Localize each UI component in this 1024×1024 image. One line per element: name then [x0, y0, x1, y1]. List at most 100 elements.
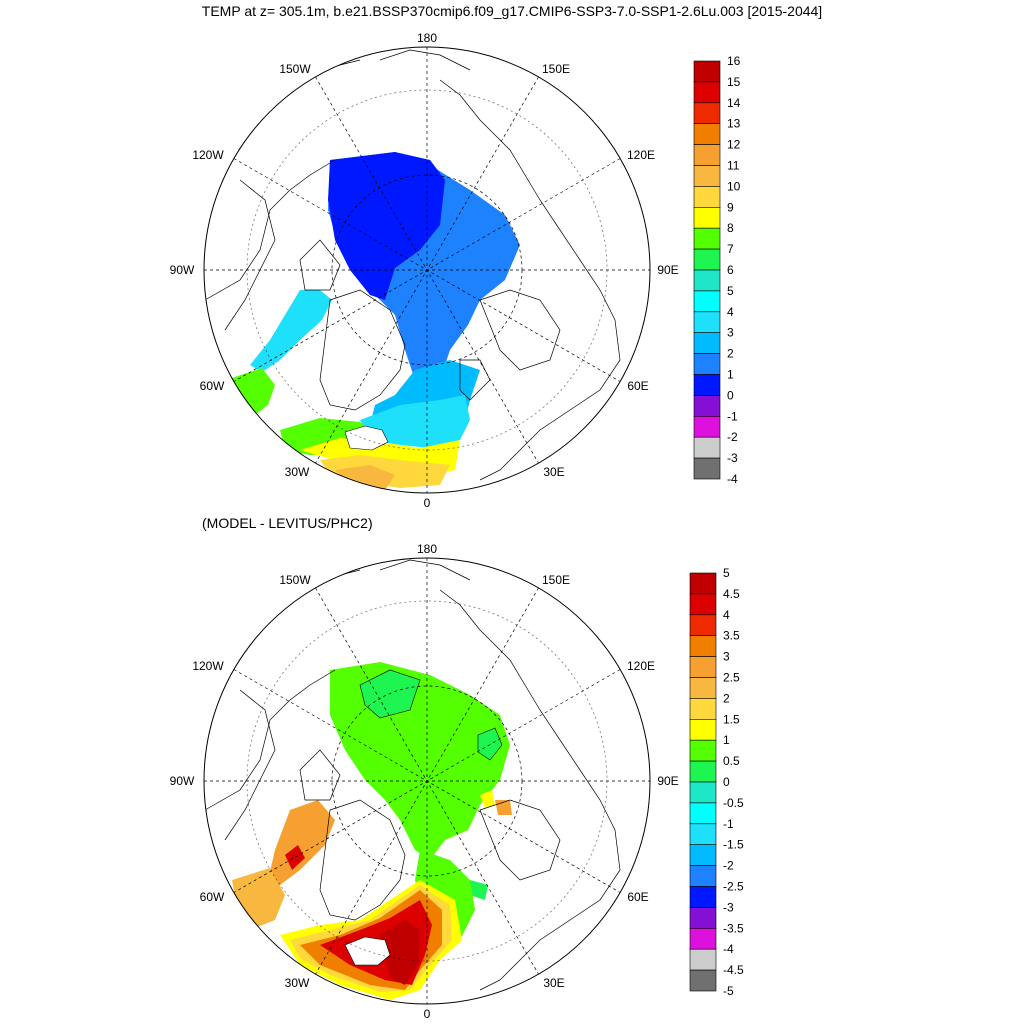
colorbar-top-label: -1 [727, 409, 738, 423]
colorbar-bottom-swatch [689, 635, 717, 657]
bottom-lon-120e: 120E [627, 659, 655, 673]
colorbar-top-swatch [693, 374, 721, 396]
bottom-map-border [203, 557, 651, 1005]
colorbar-bottom-swatch [689, 572, 717, 595]
top-map-field [204, 49, 621, 490]
top-graticule [204, 47, 650, 493]
colorbar-bottom-label: -4.5 [723, 963, 744, 977]
colorbar-bottom-swatch [689, 760, 717, 783]
bottom-graticule [204, 558, 650, 1004]
colorbar-bottom-swatch [689, 781, 717, 804]
colorbar-bottom-swatch [689, 865, 717, 887]
colorbar-bottom-label: 5 [723, 566, 730, 580]
colorbar-bottom-label: 3 [723, 650, 730, 664]
bottom-map: 180 0 150W 120W 90W 60W 30W 150E 120E 90… [170, 542, 679, 1021]
colorbar-bottom-swatch [689, 698, 717, 720]
colorbar-top-label: 15 [727, 75, 741, 89]
colorbar-bottom-swatch [689, 677, 717, 699]
colorbar-bottom: 5 4.5 4 3.5 3 2.5 2 1.5 1 0.5 0 -0.5 -1 -1.5 -2 -2.5 -3 -… [689, 566, 744, 998]
bottom-barents-green [470, 880, 488, 900]
colorbar-bottom-swatch [689, 802, 717, 825]
colorbar-top-swatch [693, 353, 721, 375]
colorbar-bottom-label: -5 [723, 984, 734, 998]
colorbar-bottom-swatch [689, 927, 717, 950]
colorbar-top-swatch [693, 290, 721, 313]
colorbar-top-label: 13 [727, 117, 741, 131]
bottom-gin-deepred [380, 920, 420, 985]
colorbar-bottom-label: -2.5 [723, 880, 744, 894]
bottom-coastlines [204, 559, 621, 991]
colorbar-bottom-label: 2 [723, 691, 730, 705]
colorbar-top-swatch [693, 102, 721, 125]
colorbar-bottom-swatch [689, 593, 717, 616]
bottom-lon-0: 0 [424, 1007, 431, 1021]
colorbar-bottom-label: -2 [723, 859, 734, 873]
colorbar-top-swatch [693, 186, 721, 208]
colorbar-top-label: 5 [727, 284, 734, 298]
bottom-lon-150w: 150W [279, 573, 311, 587]
top-lon-30w: 30W [285, 465, 310, 479]
colorbar-bottom-swatch [689, 656, 717, 678]
colorbar-bottom-label: 4 [723, 608, 730, 622]
top-gin-cold [360, 395, 470, 448]
colorbar-top-label: 12 [727, 138, 741, 152]
colorbar-top-label: 0 [727, 388, 734, 402]
colorbar-bottom-label: 2.5 [723, 671, 740, 685]
colorbar-bottom-swatch [689, 823, 717, 845]
colorbar-top-swatch [693, 436, 721, 459]
colorbar-top-label: 10 [727, 179, 741, 193]
colorbar-bottom-swatch [689, 844, 717, 866]
colorbar-top-label: 11 [727, 159, 740, 173]
bottom-basin-patch-1 [359, 669, 421, 719]
colorbar-top-swatch [693, 207, 721, 229]
top-map: 180 0 150W 120W 90W 60W 30W 150E 120E 90… [170, 31, 679, 510]
colorbar-bottom-swatch [689, 907, 717, 929]
bottom-basin-patch-2 [477, 727, 503, 761]
colorbar-top-swatch [693, 332, 721, 354]
colorbar-top-label: 3 [727, 326, 734, 340]
colorbar-bottom-label: 0 [723, 775, 730, 789]
colorbar-top-label: 6 [727, 263, 734, 277]
colorbar-top-label: 14 [727, 96, 741, 110]
colorbar-top-label: -3 [727, 451, 738, 465]
colorbar-top-swatch [693, 269, 721, 292]
bottom-lon-30w: 30W [285, 976, 310, 990]
colorbar-top-label: 16 [727, 54, 741, 68]
colorbar-bottom-label: -3 [723, 900, 734, 914]
colorbar-top-swatch [693, 60, 721, 83]
colorbar-top-swatch [693, 248, 721, 271]
colorbar-bottom-label: 1.5 [723, 712, 740, 726]
colorbar-bottom-label: -0.5 [723, 796, 744, 810]
bottom-lon-90w: 90W [170, 774, 195, 788]
colorbar-bottom-label: -1 [723, 817, 734, 831]
colorbar-top-label: 9 [727, 200, 734, 214]
colorbar-top-label: 7 [727, 242, 734, 256]
colorbar-top-swatch [693, 123, 721, 145]
colorbar-bottom-swatch [689, 614, 717, 636]
colorbar-bottom-label: 1 [723, 733, 730, 747]
bottom-lon-90e: 90E [657, 774, 678, 788]
bottom-lon-150e: 150E [542, 573, 570, 587]
colorbar-top-label: -2 [727, 430, 738, 444]
bottom-barents-yellow [480, 790, 495, 808]
colorbar-top-label: 8 [727, 221, 734, 235]
bottom-iceland [344, 936, 391, 966]
colorbar-top-label: 2 [727, 347, 734, 361]
top-lon-60e: 60E [627, 379, 648, 393]
bottom-basin [330, 662, 510, 860]
colorbar-bottom-label: -1.5 [723, 838, 744, 852]
top-basin-core [328, 152, 445, 300]
top-lon-180: 180 [417, 31, 437, 45]
colorbar-bottom-swatch [689, 886, 717, 908]
colorbar-top-swatch [693, 395, 721, 417]
figure-title: TEMP at z= 305.1m, b.e21.BSSP370cmip6.f0… [201, 3, 823, 19]
top-lon-120w: 120W [192, 148, 224, 162]
colorbar-top-swatch [693, 81, 721, 104]
colorbar-bottom-swatch [689, 718, 717, 741]
colorbar-top-swatch [693, 227, 721, 250]
top-lon-60w: 60W [200, 379, 225, 393]
bottom-baffin [268, 800, 335, 885]
colorbar-top-swatch [693, 144, 721, 166]
